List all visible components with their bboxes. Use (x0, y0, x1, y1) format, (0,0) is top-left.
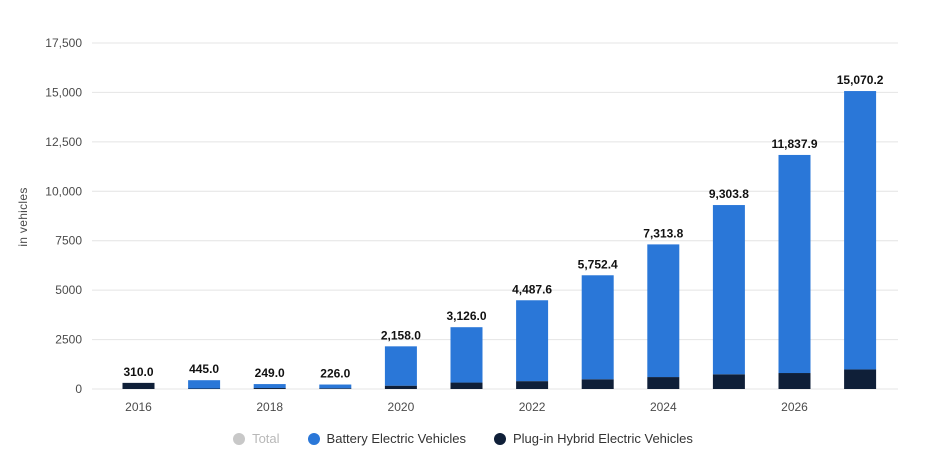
x-tick-label: 2018 (256, 400, 283, 414)
x-axis-ticks: 2016 2018 2020 2022 2024 2026 (125, 400, 808, 414)
bar-bev[interactable] (581, 275, 614, 380)
x-tick-label: 2020 (388, 400, 415, 414)
bar-bev[interactable] (450, 327, 483, 383)
bar-bev[interactable] (516, 300, 549, 382)
data-label: 4,487.6 (512, 282, 552, 296)
y-tick-label: 17,500 (45, 36, 82, 50)
bar-phev[interactable] (450, 382, 483, 389)
bar-bev[interactable] (844, 91, 877, 370)
legend-item-phev[interactable]: Plug-in Hybrid Electric Vehicles (494, 431, 693, 446)
y-tick-label: 5000 (55, 283, 82, 297)
x-tick-label: 2016 (125, 400, 152, 414)
bars[interactable] (122, 91, 877, 389)
bar-phev[interactable] (384, 385, 417, 389)
data-labels: 310.0 445.0 249.0 226.0 2,158.0 3,126.0 4,487.… (123, 73, 883, 380)
bar-bev[interactable] (712, 205, 745, 375)
bar-bev[interactable] (647, 244, 680, 378)
x-tick-label: 2022 (519, 400, 546, 414)
legend-swatch-total (233, 432, 246, 445)
grid-lines (92, 42, 898, 390)
x-tick-label: 2026 (781, 400, 808, 414)
bar-bev[interactable] (188, 380, 221, 389)
bar-phev[interactable] (122, 382, 155, 389)
legend-swatch-phev (494, 432, 506, 445)
data-label: 310.0 (123, 365, 153, 379)
data-label: 226.0 (320, 367, 350, 381)
y-tick-label: 12,500 (45, 135, 82, 149)
legend: Total Battery Electric Vehicles Plug-in … (0, 431, 926, 446)
data-label: 2,158.0 (381, 328, 421, 342)
bar-phev[interactable] (516, 381, 549, 389)
data-label: 15,070.2 (837, 73, 884, 87)
data-label: 3,126.0 (446, 309, 486, 323)
y-tick-label: 0 (75, 382, 82, 396)
data-label: 11,837.9 (771, 137, 817, 151)
x-tick-label: 2024 (650, 400, 677, 414)
bar-phev[interactable] (712, 374, 745, 389)
legend-label-total: Total (252, 431, 280, 446)
bar-phev[interactable] (647, 377, 680, 389)
y-tick-label: 7500 (55, 234, 82, 248)
data-label: 249.0 (255, 366, 285, 380)
bar-phev[interactable] (253, 388, 286, 389)
data-label: 7,313.8 (643, 226, 683, 240)
bar-phev[interactable] (778, 373, 811, 389)
data-label: 5,752.4 (578, 257, 618, 271)
stacked-bar-chart: 0 2500 5000 7500 10,000 12,500 15,000 17,500 in… (16, 36, 898, 414)
bar-bev[interactable] (384, 346, 417, 386)
y-tick-label: 2500 (55, 333, 82, 347)
data-label: 445.0 (189, 362, 219, 376)
legend-label-phev: Plug-in Hybrid Electric Vehicles (513, 431, 693, 446)
bar-phev[interactable] (581, 379, 614, 389)
bar-bev[interactable] (319, 384, 352, 389)
y-tick-label: 10,000 (45, 184, 82, 198)
data-label: 9,303.8 (709, 187, 749, 201)
y-axis-label: in vehicles (16, 187, 30, 246)
legend-item-bev[interactable]: Battery Electric Vehicles (307, 431, 466, 446)
bar-bev[interactable] (778, 154, 811, 374)
y-tick-label: 15,000 (45, 85, 82, 99)
bar-phev[interactable] (319, 388, 352, 389)
y-axis-ticks: 0 2500 5000 7500 10,000 12,500 15,000 17,500 (45, 36, 82, 396)
bar-phev[interactable] (844, 369, 877, 389)
legend-label-bev: Battery Electric Vehicles (326, 431, 466, 446)
bar-bev[interactable] (253, 384, 286, 389)
legend-item-total[interactable]: Total (233, 431, 280, 446)
legend-swatch-bev (307, 432, 320, 445)
